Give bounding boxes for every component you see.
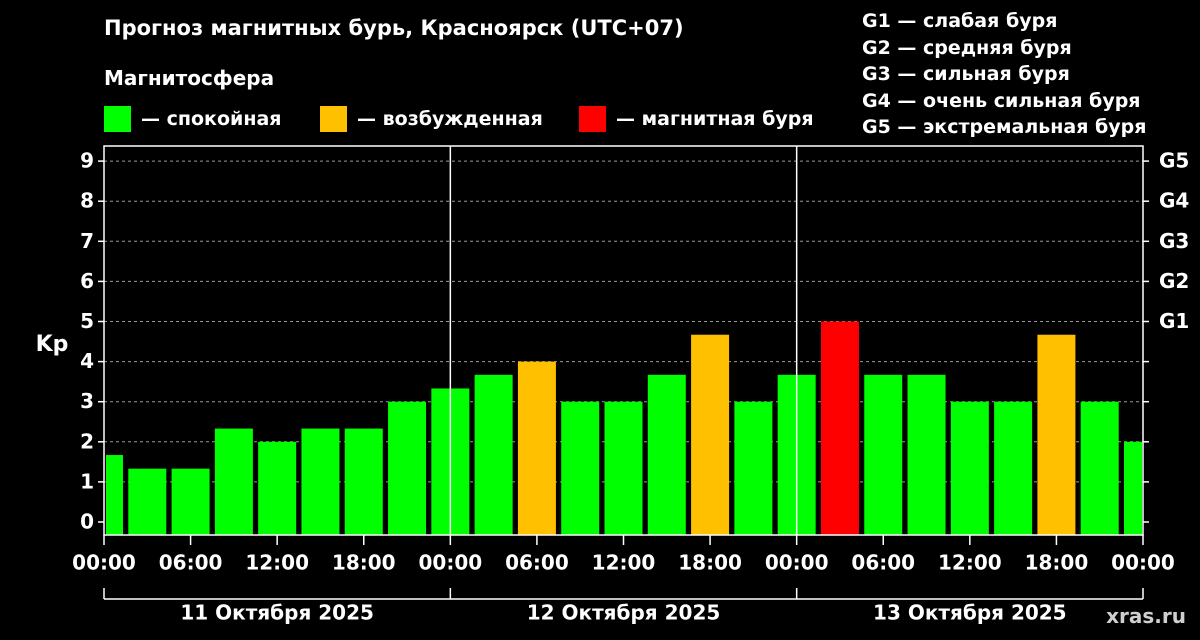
x-tick-label: 18:00: [332, 551, 396, 575]
magnetosphere-label: Магнитосфера: [104, 66, 275, 90]
g-level-legend: G1 — слабая буря G2 — средняя буря G3 — …: [862, 8, 1146, 141]
y-tick-label: 1: [80, 469, 94, 493]
watermark: xras.ru: [1106, 604, 1186, 628]
kp-bar: [864, 374, 903, 535]
legend-label-quiet: — спокойная: [141, 108, 282, 130]
kp-bar: [171, 468, 210, 535]
g-level-1: G1 — слабая буря: [862, 10, 1058, 32]
kp-bar: [106, 455, 123, 535]
kp-bar: [604, 401, 643, 535]
legend-swatch-storm: [579, 106, 606, 132]
kp-bar: [388, 401, 427, 535]
x-tick-label: 18:00: [678, 551, 742, 575]
g-scale-label: G1: [1159, 309, 1189, 333]
x-tick-label: 00:00: [72, 551, 136, 575]
g-level-2: G2 — средняя буря: [862, 36, 1072, 59]
g-level-5: G5 — экстремальная буря: [862, 116, 1147, 138]
y-tick-label: 7: [80, 229, 94, 253]
x-tick-label: 06:00: [851, 551, 915, 575]
legend-item-active: — возбужденная: [320, 106, 543, 132]
x-tick-label: 12:00: [938, 551, 1002, 575]
kp-bar: [1037, 334, 1076, 535]
legend-label-active: — возбужденная: [357, 108, 543, 130]
g-level-3: G3 — сильная буря: [862, 63, 1070, 85]
x-tick-label: 18:00: [1025, 551, 1089, 575]
x-tick-label: 00:00: [765, 551, 829, 575]
g-scale-label: G5: [1159, 149, 1189, 173]
kp-bar: [1124, 441, 1142, 535]
kp-bar: [994, 401, 1033, 535]
g-level-4: G4 — очень сильная буря: [862, 89, 1141, 112]
y-tick-label: 0: [80, 510, 94, 534]
y-tick-label: 4: [80, 349, 94, 373]
chart-title: Прогноз магнитных бурь, Красноярск (UTC+…: [104, 16, 684, 40]
day-label: 11 Октября 2025: [180, 601, 374, 625]
kp-bar: [214, 428, 253, 535]
y-tick-label: 3: [80, 389, 94, 413]
x-tick-label: 00:00: [1111, 551, 1175, 575]
x-tick-label: 12:00: [592, 551, 656, 575]
x-tick-label: 00:00: [418, 551, 482, 575]
kp-bar: [258, 441, 297, 535]
y-tick-label: 6: [80, 269, 94, 293]
kp-bar: [734, 401, 773, 535]
g-scale-label: G2: [1159, 269, 1189, 293]
g-scale-label: G3: [1159, 229, 1189, 253]
y-tick-label: 2: [80, 429, 94, 453]
kp-bar: [950, 401, 989, 535]
kp-bar: [647, 374, 686, 535]
kp-bar: [474, 374, 513, 535]
kp-bar: [344, 428, 383, 535]
kp-bar: [561, 401, 600, 535]
kp-bar: [691, 334, 730, 535]
legend-swatch-active: [320, 106, 347, 132]
kp-bar: [1080, 401, 1119, 535]
kp-bar: [301, 428, 340, 535]
day-label: 12 Октября 2025: [527, 601, 721, 625]
y-tick-label: 5: [80, 309, 94, 333]
kp-bar: [907, 374, 946, 535]
legend-item-storm: — магнитная буря: [579, 106, 814, 132]
legend-swatch-quiet: [104, 106, 131, 132]
kp-bar: [820, 321, 859, 535]
kp-bar: [517, 361, 556, 535]
g-scale-label: G4: [1159, 189, 1189, 213]
day-label: 13 Октября 2025: [873, 601, 1067, 625]
x-tick-label: 06:00: [505, 551, 569, 575]
y-tick-label: 8: [80, 189, 94, 213]
y-tick-label: 9: [80, 149, 94, 173]
legend-item-quiet: — спокойная: [104, 106, 281, 132]
x-tick-label: 12:00: [245, 551, 309, 575]
x-tick-label: 06:00: [159, 551, 223, 575]
legend-label-storm: — магнитная буря: [616, 108, 814, 130]
kp-bar: [128, 468, 167, 535]
y-axis-label: Kp: [36, 332, 69, 357]
